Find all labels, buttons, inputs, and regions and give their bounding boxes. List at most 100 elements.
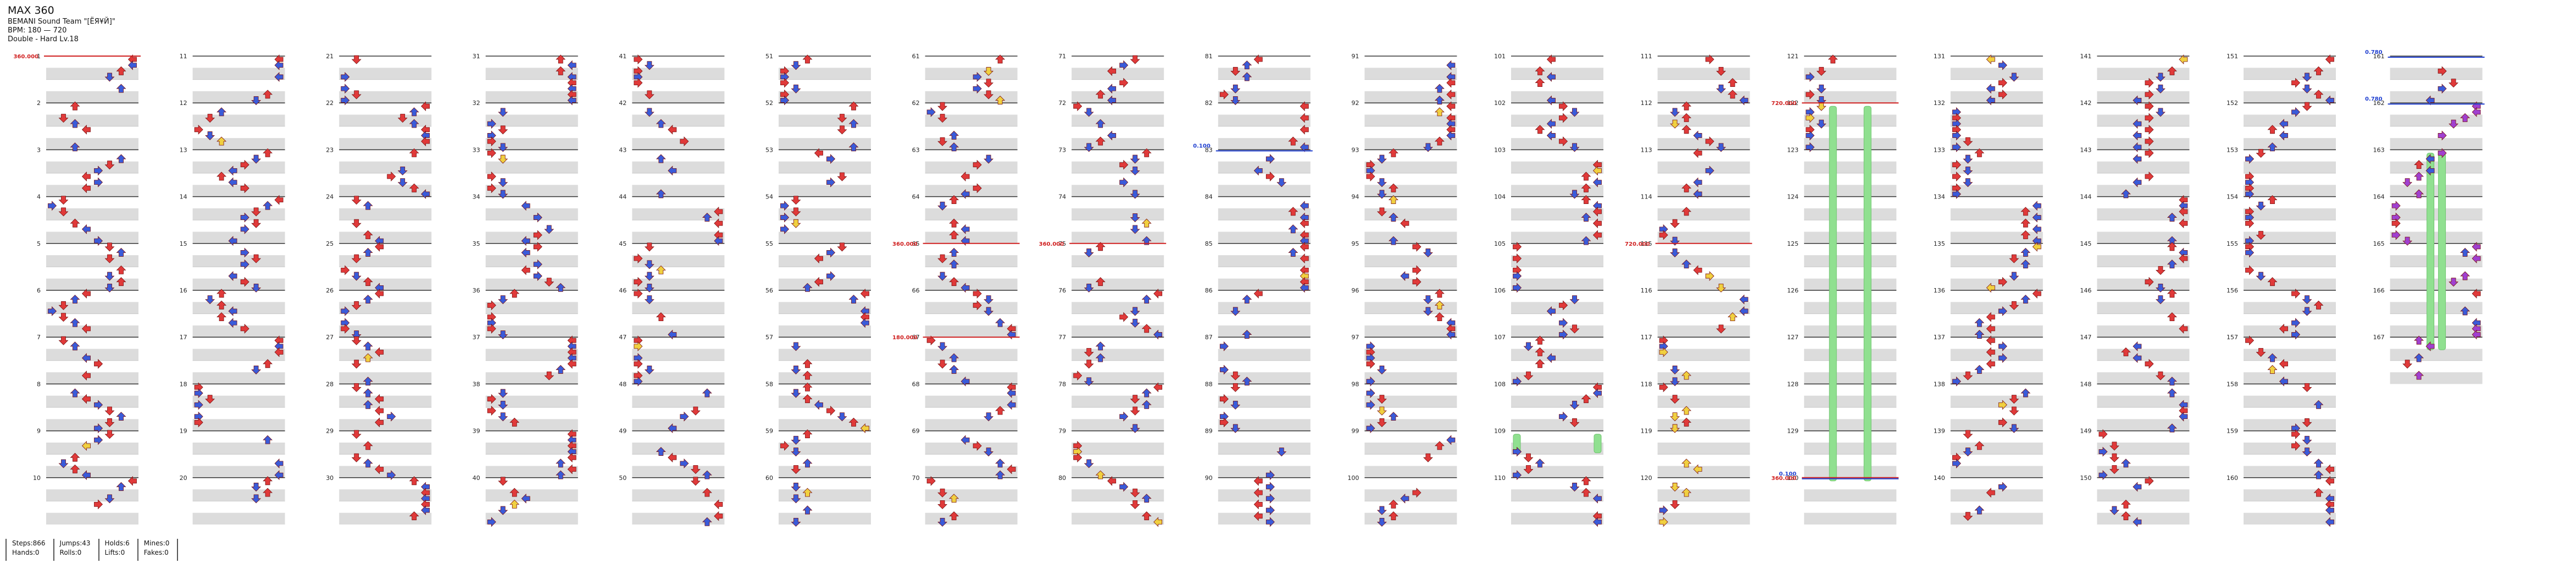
step-arrow-shape xyxy=(702,470,712,479)
beat-band xyxy=(46,466,138,478)
step-arrow-shape xyxy=(2145,101,2154,112)
step-arrow-shape xyxy=(363,441,373,450)
beat-band xyxy=(2390,349,2483,361)
step-arrow xyxy=(780,201,790,211)
step-arrow xyxy=(1523,342,1534,351)
step-arrow xyxy=(1535,347,1545,356)
step-arrow xyxy=(2032,289,2041,299)
step-arrow-shape xyxy=(2179,323,2188,334)
step-arrow-shape xyxy=(2145,136,2154,147)
measure-number: 163 xyxy=(2373,146,2385,153)
step-arrow xyxy=(70,341,80,351)
step-arrow xyxy=(791,207,801,217)
beat-band xyxy=(779,442,871,455)
measure-number: 64 xyxy=(912,194,920,201)
step-arrow-shape xyxy=(533,259,542,269)
measure-number: 61 xyxy=(912,53,920,60)
step-arrow-shape xyxy=(409,119,419,128)
step-arrow xyxy=(1523,453,1534,462)
step-arrow xyxy=(81,289,91,299)
step-arrow xyxy=(1693,189,1702,199)
step-arrow-shape xyxy=(1974,329,1985,339)
step-arrow xyxy=(363,201,373,210)
beat-band xyxy=(1511,185,1603,197)
beat-band xyxy=(485,114,578,126)
step-arrow-shape xyxy=(274,458,284,468)
step-arrow-shape xyxy=(926,476,936,486)
step-arrow-shape xyxy=(2032,289,2041,299)
step-arrow xyxy=(1446,60,1456,70)
beat-band xyxy=(339,442,432,455)
step-arrow xyxy=(1974,318,1985,327)
step-arrow-shape xyxy=(1546,353,1556,363)
beat-band xyxy=(1950,349,2043,361)
step-arrow-shape xyxy=(644,272,654,281)
step-arrow xyxy=(70,142,80,152)
step-arrow-shape xyxy=(802,54,813,64)
step-arrow-shape xyxy=(1265,482,1275,492)
step-arrow-shape xyxy=(567,60,576,70)
beat-band xyxy=(1950,325,2043,338)
step-arrow xyxy=(1230,96,1241,106)
step-arrow-shape xyxy=(780,224,790,234)
step-arrow-shape xyxy=(409,511,419,521)
step-arrow-shape xyxy=(351,336,362,345)
step-arrow-shape xyxy=(1376,406,1387,416)
step-arrow xyxy=(1670,366,1680,375)
step-arrow xyxy=(375,347,384,357)
step-arrow xyxy=(690,465,701,474)
beat-band xyxy=(1218,114,1311,126)
step-arrow-shape xyxy=(1681,207,1692,216)
step-arrow-shape xyxy=(1130,395,1140,404)
step-arrow-shape xyxy=(1130,406,1140,416)
beat-band xyxy=(1804,325,1897,338)
step-arrow-shape xyxy=(1952,159,1961,170)
step-arrow xyxy=(1219,89,1229,100)
step-arrow-shape xyxy=(2302,73,2312,82)
step-arrow xyxy=(1974,148,1985,157)
step-arrow xyxy=(949,230,959,239)
measure-number: 89 xyxy=(1205,428,1213,435)
beat-band xyxy=(1657,349,1750,361)
step-arrow xyxy=(995,470,1006,479)
step-arrow xyxy=(498,477,508,486)
step-arrow-shape xyxy=(1376,207,1387,217)
step-arrow xyxy=(2325,476,2334,486)
beat-band xyxy=(192,161,285,173)
step-arrow-shape xyxy=(2256,272,2266,281)
step-arrow-shape xyxy=(2167,289,2177,298)
step-arrow xyxy=(949,142,959,152)
step-arrow-shape xyxy=(2279,119,2288,129)
step-arrow xyxy=(2313,488,2324,497)
step-arrow-shape xyxy=(1276,448,1287,457)
step-arrow-shape xyxy=(251,283,262,292)
step-arrow-shape xyxy=(1546,306,1556,316)
step-arrow-shape xyxy=(1523,465,1534,474)
step-arrow xyxy=(2098,446,2108,457)
beat-band xyxy=(2244,138,2336,150)
measure-number: 109 xyxy=(1494,428,1506,435)
step-arrow-shape xyxy=(544,371,554,380)
stats-jumps-rolls: Jumps:43 Rolls:0 xyxy=(53,539,98,561)
step-arrow-shape xyxy=(2414,353,2424,362)
step-arrow xyxy=(2009,301,2019,310)
step-arrow-shape xyxy=(1446,130,1456,141)
measure-number: 12 xyxy=(180,100,187,107)
step-arrow xyxy=(521,236,530,246)
step-arrow-shape xyxy=(1559,318,1568,328)
step-arrow-shape xyxy=(251,366,262,375)
step-arrow xyxy=(1513,376,1522,387)
step-arrow-shape xyxy=(1523,371,1534,380)
step-arrow xyxy=(1513,241,1522,252)
step-arrow xyxy=(2032,224,2041,234)
beat-band xyxy=(192,114,285,126)
step-arrow xyxy=(1974,365,1985,374)
measure-number: 68 xyxy=(912,380,920,388)
stat-lifts: Lifts:0 xyxy=(104,549,125,556)
step-arrow xyxy=(1998,306,2007,316)
measure-number: 103 xyxy=(1494,146,1506,153)
step-arrow-shape xyxy=(973,183,982,194)
step-arrow-shape xyxy=(1253,476,1263,486)
measure-number: 151 xyxy=(2227,53,2238,60)
step-arrow xyxy=(1592,230,1602,240)
